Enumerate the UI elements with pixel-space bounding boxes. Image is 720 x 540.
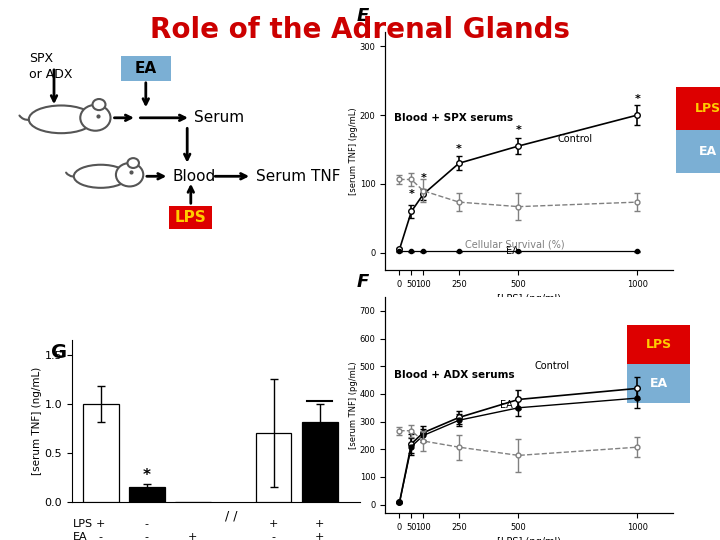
FancyBboxPatch shape: [169, 206, 212, 228]
Circle shape: [81, 105, 111, 131]
Text: +: +: [96, 519, 106, 529]
Bar: [129, 488, 165, 502]
Text: Control: Control: [558, 134, 593, 144]
Bar: [83, 404, 119, 502]
Circle shape: [127, 158, 139, 168]
Ellipse shape: [29, 105, 94, 133]
FancyBboxPatch shape: [627, 325, 690, 364]
FancyBboxPatch shape: [676, 130, 720, 173]
X-axis label: [LPS] (ng/ml): [LPS] (ng/ml): [498, 294, 561, 304]
Y-axis label: [serum TNF] (pg/mL): [serum TNF] (pg/mL): [349, 361, 359, 449]
Text: *: *: [634, 94, 640, 104]
Circle shape: [92, 99, 106, 110]
Text: Serum: Serum: [194, 110, 245, 125]
Y-axis label: [serum TNF] (pg/mL): [serum TNF] (pg/mL): [349, 107, 359, 195]
Circle shape: [116, 163, 143, 186]
Text: EA: EA: [649, 377, 668, 390]
Text: EA: EA: [73, 532, 88, 540]
Text: / /: / /: [225, 509, 238, 522]
Text: EA: EA: [135, 61, 157, 76]
Text: *: *: [516, 125, 521, 135]
Text: Blood + ADX serums: Blood + ADX serums: [394, 370, 515, 380]
Text: +: +: [315, 532, 325, 540]
Text: +: +: [188, 532, 198, 540]
Text: *: *: [420, 173, 426, 183]
Bar: [302, 422, 338, 502]
FancyBboxPatch shape: [121, 56, 171, 81]
Text: +: +: [315, 519, 325, 529]
Text: LPS: LPS: [646, 338, 672, 351]
Text: -: -: [271, 532, 276, 540]
Text: *: *: [456, 144, 462, 153]
Text: F: F: [356, 273, 369, 291]
Text: *: *: [408, 189, 414, 199]
Text: EA: EA: [500, 400, 513, 410]
Text: *: *: [143, 468, 151, 483]
Text: EA: EA: [698, 145, 717, 158]
Text: LPS: LPS: [695, 102, 720, 115]
Text: LPS: LPS: [73, 519, 94, 529]
Text: LPS: LPS: [175, 210, 207, 225]
Y-axis label: [serum TNF] (ng/mL): [serum TNF] (ng/mL): [32, 367, 42, 475]
Text: Control: Control: [535, 361, 570, 371]
Text: Cellular Survival (%): Cellular Survival (%): [465, 239, 564, 249]
Text: SPX
or ADX: SPX or ADX: [29, 52, 72, 80]
FancyBboxPatch shape: [627, 364, 690, 403]
Ellipse shape: [74, 165, 128, 188]
Text: +: +: [269, 519, 279, 529]
Text: -: -: [99, 532, 103, 540]
Text: -: -: [145, 519, 149, 529]
Text: E: E: [356, 7, 369, 25]
FancyBboxPatch shape: [676, 87, 720, 130]
Text: G: G: [51, 343, 68, 362]
Bar: [256, 434, 292, 502]
Text: Serum TNF: Serum TNF: [256, 169, 340, 184]
Text: Role of the Adrenal Glands: Role of the Adrenal Glands: [150, 16, 570, 44]
X-axis label: [LPS] (ng/ml): [LPS] (ng/ml): [498, 537, 561, 540]
Text: Blood: Blood: [173, 169, 216, 184]
Text: EA: EA: [506, 246, 519, 256]
Text: Blood + SPX serums: Blood + SPX serums: [394, 113, 513, 123]
Text: -: -: [145, 532, 149, 540]
